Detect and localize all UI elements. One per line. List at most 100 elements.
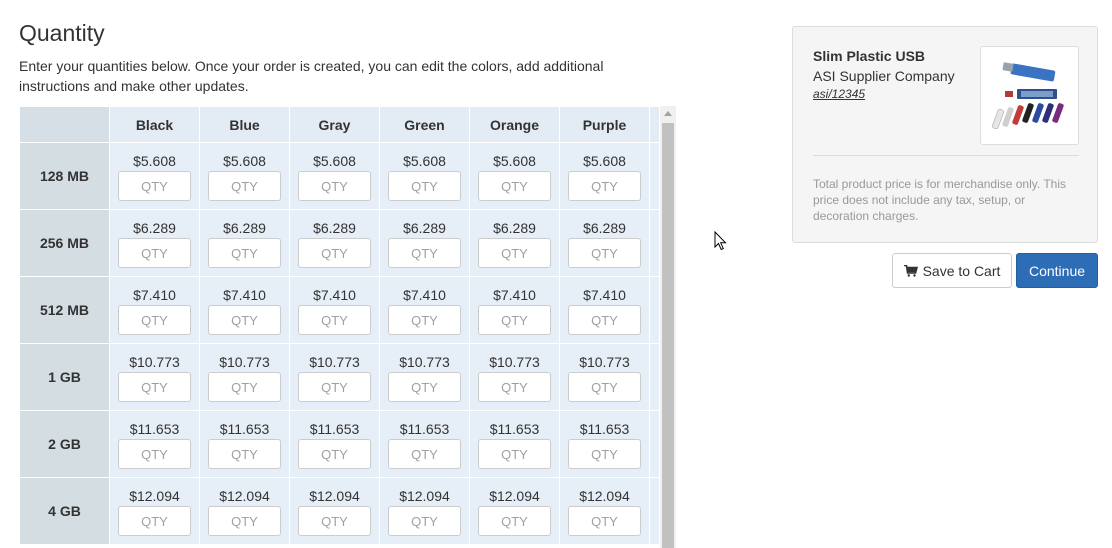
quantity-cell: $5.608 (199, 142, 290, 210)
quantity-cell: $5.608 (379, 142, 470, 210)
quantity-cell: $6.289 (379, 209, 470, 277)
quantity-cell: $7.410 (379, 276, 470, 344)
qty-input[interactable] (568, 305, 641, 335)
unit-price: $10.773 (489, 354, 540, 370)
qty-input[interactable] (478, 439, 551, 469)
scrollbar-thumb[interactable] (662, 123, 674, 548)
quantity-cell: $11.653 (109, 410, 200, 478)
quantity-cell-overflow (649, 276, 660, 344)
qty-input[interactable] (388, 238, 461, 268)
quantity-cell-overflow (649, 343, 660, 411)
qty-input[interactable] (388, 171, 461, 201)
column-header-orange: Orange (469, 106, 560, 143)
quantity-cell: $6.289 (289, 209, 380, 277)
row-header-capacity: 256 MB (19, 209, 110, 277)
qty-input[interactable] (568, 372, 641, 402)
quantity-cell: $11.653 (289, 410, 380, 478)
qty-input[interactable] (478, 506, 551, 536)
qty-input[interactable] (118, 506, 191, 536)
product-summary-card: Slim Plastic USB ASI Supplier Company as… (792, 26, 1098, 243)
qty-input[interactable] (298, 506, 371, 536)
column-header-gray: Gray (289, 106, 380, 143)
qty-input[interactable] (118, 439, 191, 469)
unit-price: $7.410 (133, 287, 176, 303)
unit-price: $12.094 (579, 488, 630, 504)
quantity-cell: $7.410 (469, 276, 560, 344)
save-to-cart-label: Save to Cart (922, 262, 1001, 279)
unit-price: $5.608 (583, 153, 626, 169)
column-header-black: Black (109, 106, 200, 143)
qty-input[interactable] (118, 372, 191, 402)
page-title: Quantity (19, 20, 105, 46)
unit-price: $5.608 (223, 153, 266, 169)
qty-input[interactable] (568, 506, 641, 536)
continue-button[interactable]: Continue (1016, 253, 1098, 288)
unit-price: $10.773 (129, 354, 180, 370)
asi-number-link[interactable]: asi/12345 (813, 87, 866, 101)
qty-input[interactable] (208, 238, 281, 268)
qty-input[interactable] (208, 171, 281, 201)
quantity-cell: $7.410 (559, 276, 650, 344)
unit-price: $10.773 (579, 354, 630, 370)
quantity-cell: $6.289 (199, 209, 290, 277)
quantity-cell: $12.094 (199, 477, 290, 545)
quantity-cell: $5.608 (289, 142, 380, 210)
quantity-cell: $10.773 (289, 343, 380, 411)
qty-input[interactable] (568, 439, 641, 469)
qty-input[interactable] (478, 305, 551, 335)
unit-price: $5.608 (313, 153, 356, 169)
qty-input[interactable] (298, 372, 371, 402)
quantity-cell: $12.094 (559, 477, 650, 545)
unit-price: $11.653 (129, 421, 180, 437)
qty-input[interactable] (298, 171, 371, 201)
qty-input[interactable] (118, 171, 191, 201)
scroll-up-arrow-icon[interactable] (664, 111, 672, 116)
qty-input[interactable] (208, 372, 281, 402)
unit-price: $11.653 (579, 421, 630, 437)
qty-input[interactable] (388, 439, 461, 469)
qty-input[interactable] (568, 238, 641, 268)
row-header-capacity: 128 MB (19, 142, 110, 210)
unit-price: $7.410 (313, 287, 356, 303)
unit-price: $12.094 (129, 488, 180, 504)
product-name: Slim Plastic USB (813, 48, 926, 64)
quantity-cell: $10.773 (199, 343, 290, 411)
quantity-cell: $11.653 (469, 410, 560, 478)
save-to-cart-button[interactable]: Save to Cart (892, 253, 1012, 288)
qty-input[interactable] (208, 439, 281, 469)
unit-price: $10.773 (399, 354, 450, 370)
qty-input[interactable] (208, 506, 281, 536)
unit-price: $11.653 (309, 421, 360, 437)
qty-input[interactable] (298, 238, 371, 268)
unit-price: $6.289 (403, 220, 446, 236)
quantity-cell: $6.289 (109, 209, 200, 277)
qty-input[interactable] (298, 305, 371, 335)
quantity-cell-overflow (649, 142, 660, 210)
quantity-cell-overflow (649, 209, 660, 277)
qty-input[interactable] (478, 372, 551, 402)
price-disclaimer: Total product price is for merchandise o… (813, 177, 1067, 223)
card-divider (813, 155, 1079, 156)
qty-input[interactable] (118, 305, 191, 335)
qty-input[interactable] (388, 372, 461, 402)
qty-input[interactable] (568, 171, 641, 201)
quantity-cell: $7.410 (289, 276, 380, 344)
qty-input[interactable] (388, 305, 461, 335)
qty-input[interactable] (478, 171, 551, 201)
quantity-cell: $12.094 (379, 477, 470, 545)
quantity-cell: $10.773 (109, 343, 200, 411)
unit-price: $5.608 (403, 153, 446, 169)
qty-input[interactable] (298, 439, 371, 469)
quantity-cell: $11.653 (199, 410, 290, 478)
grid-scrollbar[interactable] (660, 106, 676, 548)
qty-input[interactable] (478, 238, 551, 268)
qty-input[interactable] (208, 305, 281, 335)
quantity-cell: $10.773 (379, 343, 470, 411)
unit-price: $12.094 (489, 488, 540, 504)
unit-price: $6.289 (493, 220, 536, 236)
qty-input[interactable] (388, 506, 461, 536)
table-row: 1 GB $10.773 $10.773 $10.773 $10.773 $10.773 $… (19, 343, 660, 411)
unit-price: $11.653 (399, 421, 450, 437)
unit-price: $11.653 (219, 421, 270, 437)
qty-input[interactable] (118, 238, 191, 268)
